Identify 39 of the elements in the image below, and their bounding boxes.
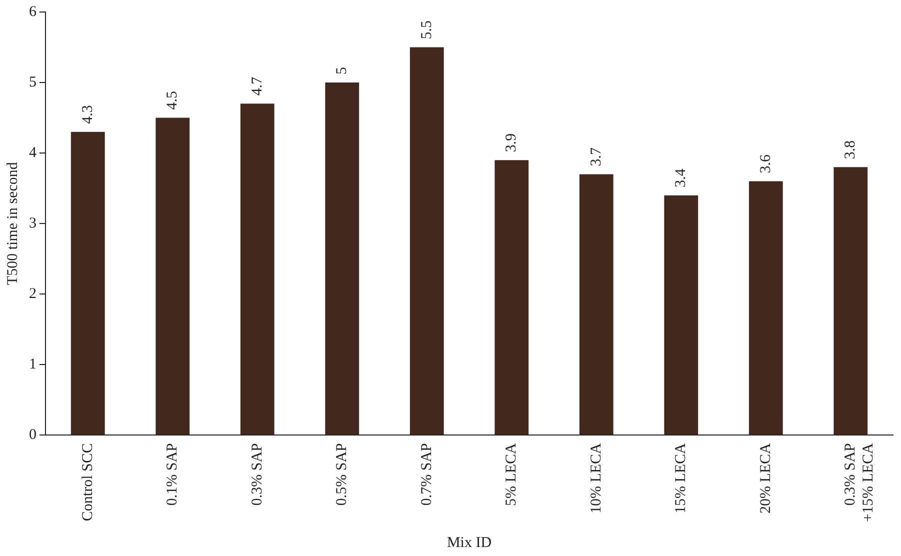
y-tick-label: 4 — [29, 144, 37, 161]
y-tick-label: 6 — [29, 4, 37, 20]
x-tick-label: 0.3% SAP — [249, 443, 266, 506]
x-tick-label: 10% LECA — [588, 442, 604, 514]
y-tick-label: 2 — [29, 286, 36, 302]
x-tick-label: 0.7% SAP — [418, 443, 435, 506]
x-axis-title: Mix ID — [446, 534, 492, 551]
data-label: 3.4 — [673, 168, 690, 188]
data-label: 4.5 — [164, 91, 181, 110]
data-label: 5.5 — [418, 20, 435, 40]
data-label: 5 — [334, 67, 350, 75]
bar — [410, 47, 444, 435]
x-tick-label: 5% LECA — [504, 442, 520, 506]
y-tick-label: 5 — [29, 74, 36, 90]
bar — [240, 104, 274, 435]
x-tick-label: Control SCC — [80, 443, 96, 522]
data-label: 4.3 — [80, 105, 96, 124]
data-label: 3.8 — [842, 140, 859, 160]
bar — [494, 160, 529, 435]
bar — [70, 132, 105, 435]
y-tick-label: 3 — [29, 216, 36, 232]
y-tick-label: 1 — [29, 356, 36, 373]
data-label: 3.9 — [504, 133, 520, 152]
data-label: 3.7 — [588, 146, 604, 166]
x-tick-label: 0.1% SAP — [164, 443, 181, 506]
x-tick-label: 15% LECA — [673, 442, 690, 514]
x-tick-label: 0.3% SAP +15% LECA — [842, 442, 877, 522]
bar — [834, 167, 868, 435]
y-tick-label: 0 — [29, 427, 36, 444]
x-tick-label: 20% LECA — [758, 442, 774, 514]
bar — [156, 118, 190, 435]
bar — [664, 195, 698, 435]
y-axis-title: T500 time in second — [4, 162, 21, 286]
bar — [325, 82, 360, 435]
bar — [579, 174, 614, 435]
data-label: 4.7 — [249, 76, 266, 96]
data-label: 3.6 — [758, 154, 774, 174]
x-tick-label: 0.5% SAP — [334, 443, 350, 506]
bar — [748, 181, 783, 435]
